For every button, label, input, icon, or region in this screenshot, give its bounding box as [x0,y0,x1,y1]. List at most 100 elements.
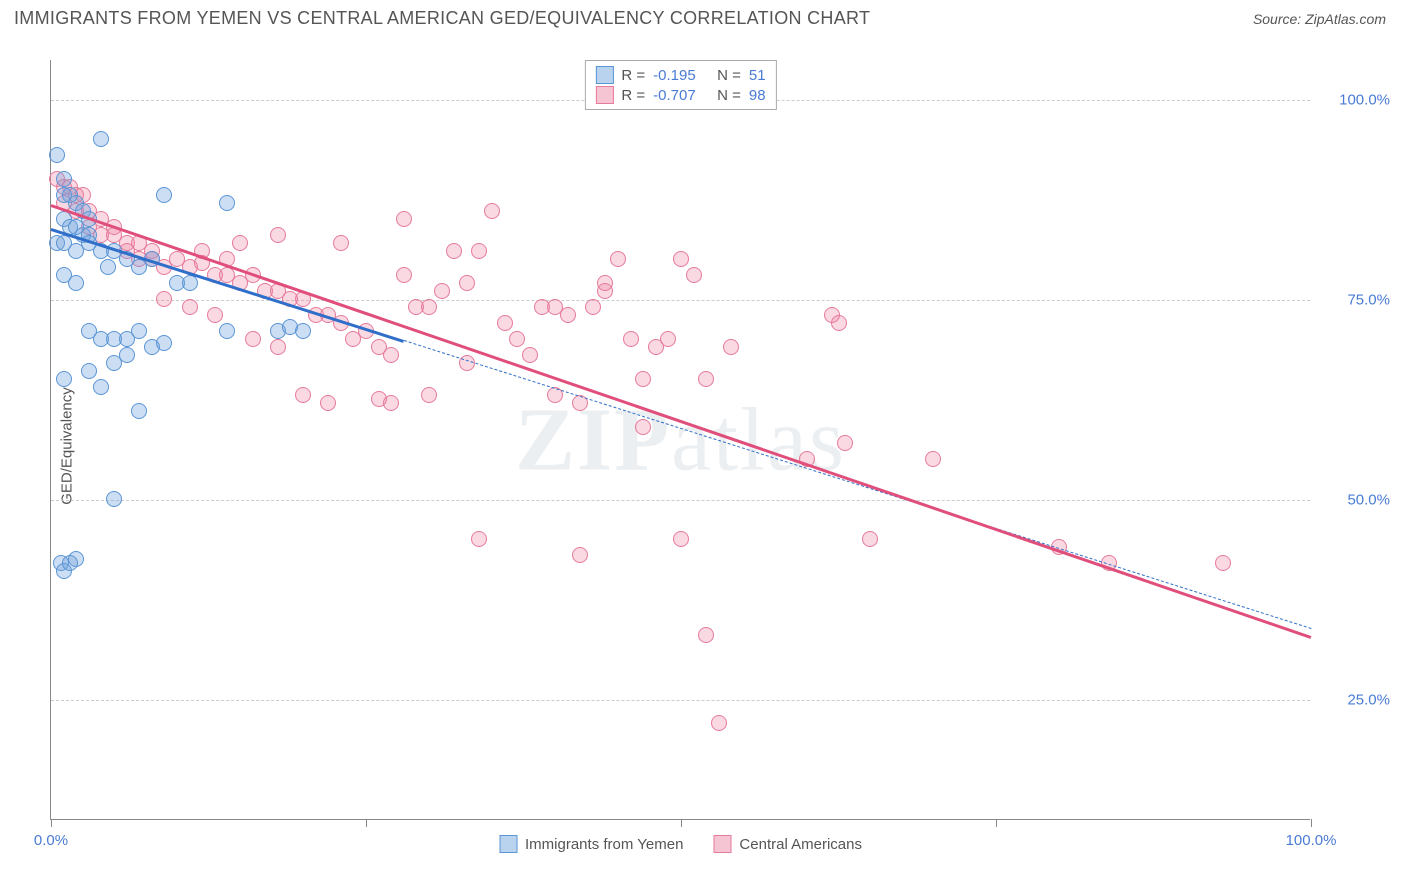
yemen-point [119,347,135,363]
central-point [156,291,172,307]
gridline [51,300,1310,301]
yemen-point [295,323,311,339]
central-point [597,275,613,291]
gridline [51,500,1310,501]
yemen-point [131,403,147,419]
source-label: Source: ZipAtlas.com [1253,11,1386,27]
central-n-value: 98 [749,87,766,104]
central-point [572,547,588,563]
central-point [383,347,399,363]
central-point [270,227,286,243]
yemen-point [131,323,147,339]
central-point [396,267,412,283]
central-point [232,235,248,251]
chart-plot-area: R = -0.195 N = 51 R = -0.707 N = 98 ZIPa… [50,60,1310,820]
series-legend: Immigrants from Yemen Central Americans [499,835,862,853]
correlation-legend: R = -0.195 N = 51 R = -0.707 N = 98 [584,60,776,110]
ytick-label: 50.0% [1347,492,1390,509]
central-point [723,339,739,355]
yemen-point [56,371,72,387]
legend-row-central: R = -0.707 N = 98 [595,85,765,105]
central-point [421,299,437,315]
central-point [333,235,349,251]
yemen-n-value: 51 [749,67,766,84]
regression-line [51,204,1312,638]
n-label: N = [717,67,741,84]
yemen-point [68,275,84,291]
yemen-r-value: -0.195 [653,67,703,84]
yemen-swatch [499,835,517,853]
central-point [560,307,576,323]
yemen-point [100,259,116,275]
yemen-point [219,323,235,339]
legend-item-yemen: Immigrants from Yemen [499,835,683,853]
central-point [245,331,261,347]
xtick [51,819,52,827]
central-point [182,299,198,315]
yemen-point [106,491,122,507]
central-swatch [713,835,731,853]
yemen-point [93,379,109,395]
gridline [51,700,1310,701]
yemen-point [81,363,97,379]
central-point [698,627,714,643]
central-point [925,451,941,467]
central-legend-label: Central Americans [739,836,862,853]
central-point [831,315,847,331]
central-point [585,299,601,315]
central-point [434,283,450,299]
central-point [673,251,689,267]
legend-row-yemen: R = -0.195 N = 51 [595,65,765,85]
central-point [421,387,437,403]
central-point [270,339,286,355]
yemen-point [62,555,78,571]
regression-line [404,340,1311,629]
yemen-point [156,187,172,203]
ytick-label: 75.0% [1347,292,1390,309]
central-point [522,347,538,363]
central-point [862,531,878,547]
yemen-legend-label: Immigrants from Yemen [525,836,683,853]
watermark: ZIPatlas [515,388,846,491]
r-label: R = [621,87,645,104]
central-point [396,211,412,227]
ytick-label: 100.0% [1339,92,1390,109]
xtick [996,819,997,827]
central-point [484,203,500,219]
central-point [635,419,651,435]
central-point [673,531,689,547]
central-point [711,715,727,731]
page-title: IMMIGRANTS FROM YEMEN VS CENTRAL AMERICA… [14,8,870,29]
central-point [320,395,336,411]
central-point [295,387,311,403]
n-label: N = [717,87,741,104]
central-point [635,371,651,387]
central-point [497,315,513,331]
yemen-point [49,147,65,163]
xtick [366,819,367,827]
central-point [459,275,475,291]
legend-item-central: Central Americans [713,835,862,853]
central-point [509,331,525,347]
central-point [207,307,223,323]
yemen-point [56,171,72,187]
xtick [681,819,682,827]
central-point [698,371,714,387]
central-r-value: -0.707 [653,87,703,104]
ytick-label: 25.0% [1347,692,1390,709]
yemen-point [68,243,84,259]
central-point [686,267,702,283]
yemen-swatch [595,66,613,84]
central-point [610,251,626,267]
central-point [446,243,462,259]
xtick [1311,819,1312,827]
xtick-label: 100.0% [1286,832,1337,849]
r-label: R = [621,67,645,84]
yemen-point [219,195,235,211]
central-point [837,435,853,451]
central-point [383,395,399,411]
central-swatch [595,86,613,104]
central-point [623,331,639,347]
yemen-point [93,131,109,147]
central-point [1215,555,1231,571]
